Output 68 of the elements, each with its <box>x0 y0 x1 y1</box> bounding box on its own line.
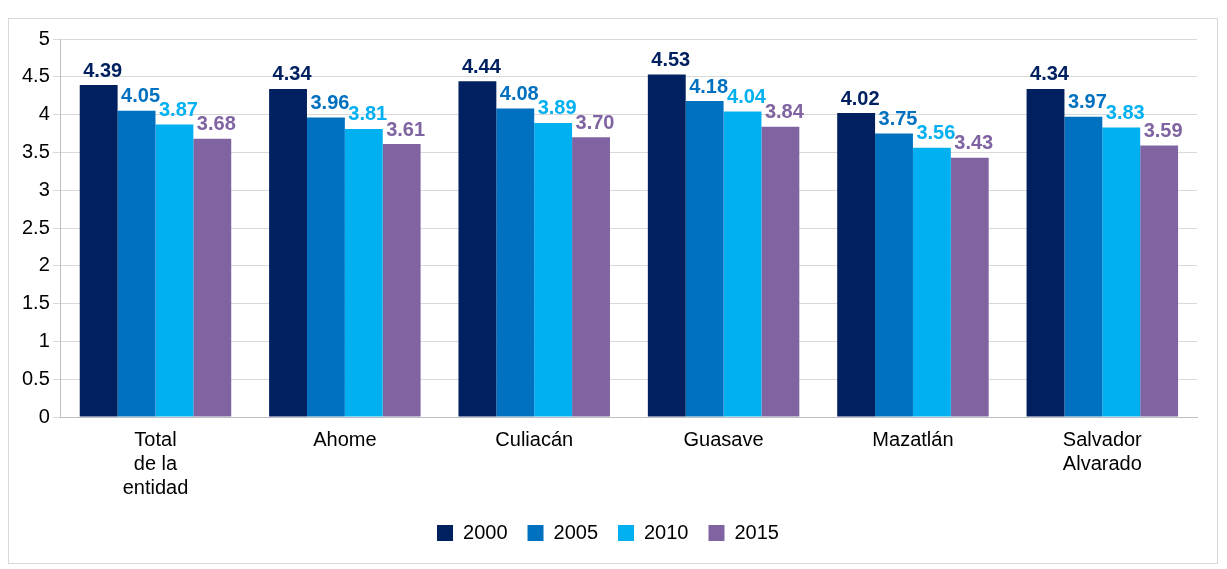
legend-label: 2005 <box>553 520 599 543</box>
y-tick-label: 5 <box>38 26 50 49</box>
bar <box>117 110 156 417</box>
data-label: 4.04 <box>727 85 767 108</box>
bar <box>875 133 913 417</box>
data-label: 3.43 <box>954 131 994 154</box>
y-tick-label: 4 <box>38 102 50 125</box>
y-tick-label: 2 <box>38 253 50 276</box>
x-tick-label: Total de la entidad <box>122 427 189 498</box>
data-label: 4.05 <box>121 84 161 107</box>
data-label: 4.02 <box>840 86 880 109</box>
bar <box>382 144 421 417</box>
bar <box>155 124 194 417</box>
bar <box>1140 145 1179 417</box>
y-tick-label: 3.5 <box>21 139 50 162</box>
x-tick-label: Salvador Alvarado <box>1062 427 1143 474</box>
bar <box>458 81 497 417</box>
x-tick-label: Guasave <box>683 427 764 450</box>
bar <box>344 128 383 417</box>
data-label: 3.61 <box>386 117 426 140</box>
bar <box>1102 127 1141 417</box>
bar <box>761 126 800 417</box>
y-tick-label: 4.5 <box>21 64 50 87</box>
data-label: 4.39 <box>83 58 123 81</box>
bar <box>912 147 951 417</box>
data-label: 3.96 <box>310 91 350 114</box>
data-label: 3.89 <box>537 96 577 119</box>
x-tick-label: Culiacán <box>495 427 574 450</box>
y-tick-label: 1 <box>38 328 50 351</box>
y-tick-label: 3 <box>38 177 50 200</box>
data-label: 3.83 <box>1105 100 1145 123</box>
bar <box>1064 116 1103 417</box>
data-label: 3.70 <box>575 110 615 133</box>
bar <box>723 111 762 417</box>
data-label: 3.81 <box>348 102 388 125</box>
data-label: 4.53 <box>651 48 691 71</box>
y-tick-label: 2.5 <box>21 215 50 238</box>
legend-label: 2015 <box>734 520 779 543</box>
data-label: 4.34 <box>272 62 313 85</box>
bar <box>837 113 876 417</box>
data-label: 3.68 <box>196 112 236 135</box>
data-label: 4.34 <box>1030 62 1070 85</box>
x-tick-label: Mazatlán <box>872 427 954 450</box>
data-label: 3.97 <box>1067 90 1107 113</box>
bar <box>572 137 610 417</box>
bar <box>950 157 989 417</box>
legend-label: 2010 <box>644 520 689 543</box>
x-tick-label: Ahome <box>313 427 377 450</box>
data-label: 4.08 <box>499 82 539 105</box>
bar <box>496 108 535 417</box>
data-label: 3.59 <box>1143 119 1183 142</box>
data-label: 3.56 <box>916 121 956 144</box>
y-tick-label: 1.5 <box>21 291 50 314</box>
bar <box>306 117 345 417</box>
bar <box>534 122 573 417</box>
data-label: 4.44 <box>461 54 502 77</box>
data-label: 3.84 <box>764 100 805 123</box>
data-label: 3.75 <box>878 107 918 130</box>
bar <box>79 85 118 417</box>
bar <box>1026 88 1065 417</box>
data-label: 4.18 <box>689 74 729 97</box>
bar <box>193 138 232 417</box>
y-tick-label: 0 <box>38 404 50 427</box>
legend-label: 2000 <box>463 520 508 543</box>
bar <box>647 74 686 417</box>
bar <box>269 88 307 417</box>
bar <box>685 100 724 417</box>
y-tick-label: 0.5 <box>21 366 50 389</box>
